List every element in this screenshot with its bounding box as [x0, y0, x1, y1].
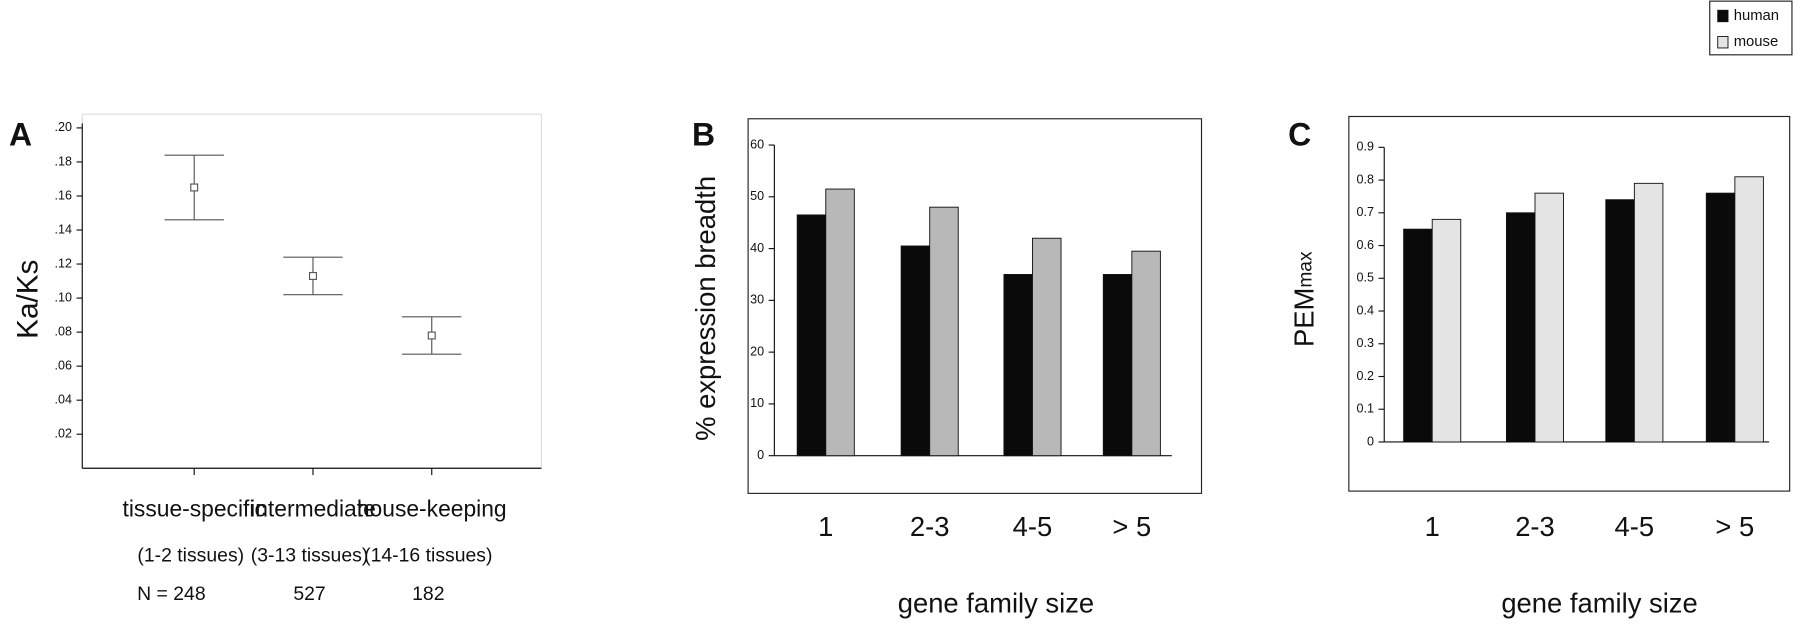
- y-tick-label: .08: [55, 324, 72, 338]
- bar: [1633, 182, 1664, 443]
- legend-label: mouse: [1734, 34, 1779, 50]
- y-tick-label: 0.2: [1357, 369, 1374, 383]
- n-label: 527: [293, 583, 325, 605]
- bar: [1505, 212, 1536, 443]
- y-tick-label: 0.1: [1357, 402, 1374, 416]
- y-tick-label: 20: [750, 344, 764, 358]
- x-tick-label: 1: [1425, 511, 1440, 542]
- category-note: (1-2 tissues): [137, 544, 244, 566]
- bar: [1431, 218, 1462, 443]
- x-tick-label: intermediate: [250, 496, 376, 522]
- x-axis-label: gene family size: [898, 588, 1094, 619]
- y-tick-label: 50: [750, 189, 764, 203]
- plot-frame: [747, 118, 1203, 494]
- y-tick-label: .04: [55, 392, 72, 406]
- panel-label: A: [9, 116, 32, 152]
- bar: [1131, 250, 1161, 457]
- y-tick-label: 0: [757, 448, 764, 462]
- bar: [796, 214, 827, 457]
- y-axis-label-sub: max: [1296, 251, 1317, 288]
- y-tick-label: 0.3: [1357, 336, 1374, 350]
- x-tick-label: 4-5: [1013, 511, 1053, 542]
- legend-swatch: [1717, 36, 1729, 49]
- y-tick-label: 0.9: [1357, 140, 1374, 154]
- y-tick-label: 0.4: [1357, 303, 1374, 317]
- y-tick-label: 0.5: [1357, 271, 1374, 285]
- y-tick-label: 0.8: [1357, 172, 1374, 186]
- y-tick-label: .02: [55, 427, 72, 441]
- bar: [825, 188, 855, 457]
- bar: [1403, 228, 1433, 443]
- x-tick-label: 2-3: [1515, 511, 1555, 542]
- bar: [1734, 176, 1764, 443]
- bar: [1032, 237, 1062, 457]
- y-tick-label: .06: [55, 358, 72, 372]
- mean-point: [427, 331, 436, 340]
- x-axis-label: gene family size: [1501, 588, 1697, 619]
- x-tick-label: 1: [818, 511, 833, 542]
- y-tick-label: .12: [55, 256, 72, 270]
- y-tick-label: .14: [55, 222, 72, 236]
- plot-frame: [1348, 115, 1791, 492]
- y-tick-label: 60: [750, 137, 764, 151]
- bar: [900, 245, 931, 457]
- y-axis-label: Ka/Ks: [12, 260, 45, 339]
- x-tick-label: tissue-specific: [123, 496, 266, 522]
- y-axis-label: PEMmax: [1289, 251, 1320, 347]
- n-label: N = 248: [137, 583, 206, 605]
- bar: [1102, 274, 1133, 457]
- y-tick-label: 30: [750, 293, 764, 307]
- x-tick-label: > 5: [1112, 511, 1151, 542]
- y-axis-label-main: Ka/Ks: [12, 260, 45, 339]
- y-axis-label: % expression breadth: [690, 176, 721, 441]
- x-tick-label: 4-5: [1615, 511, 1655, 542]
- bar: [1605, 199, 1635, 443]
- bar: [1534, 192, 1565, 443]
- bar: [1705, 192, 1736, 443]
- plot-frame: [81, 113, 542, 469]
- x-tick-label: 2-3: [910, 511, 950, 542]
- y-tick-label: .18: [55, 154, 72, 168]
- x-tick-label: > 5: [1715, 511, 1754, 542]
- bar: [1003, 274, 1033, 457]
- legend-label: human: [1734, 8, 1779, 24]
- y-tick-label: 10: [750, 396, 764, 410]
- y-tick-label: .20: [55, 120, 72, 134]
- y-tick-label: 40: [750, 241, 764, 255]
- bar: [929, 206, 959, 457]
- y-axis-label-main: PEM: [1289, 288, 1320, 347]
- panel-label: C: [1288, 116, 1311, 152]
- y-tick-label: 0.6: [1357, 238, 1374, 252]
- y-tick-label: 0: [1367, 434, 1374, 448]
- y-tick-label: .10: [55, 290, 72, 304]
- legend-swatch: [1717, 9, 1729, 23]
- mean-point: [308, 271, 317, 280]
- x-tick-label: house-keeping: [357, 496, 507, 522]
- category-note: (14-16 tissues): [364, 544, 492, 566]
- y-tick-label: 0.7: [1357, 205, 1374, 219]
- mean-point: [190, 183, 199, 192]
- category-note: (3-13 tissues): [251, 544, 369, 566]
- y-tick-label: .16: [55, 188, 72, 202]
- y-axis-label-main: % expression breadth: [690, 176, 721, 441]
- n-label: 182: [412, 583, 444, 605]
- panel-label: B: [692, 116, 715, 152]
